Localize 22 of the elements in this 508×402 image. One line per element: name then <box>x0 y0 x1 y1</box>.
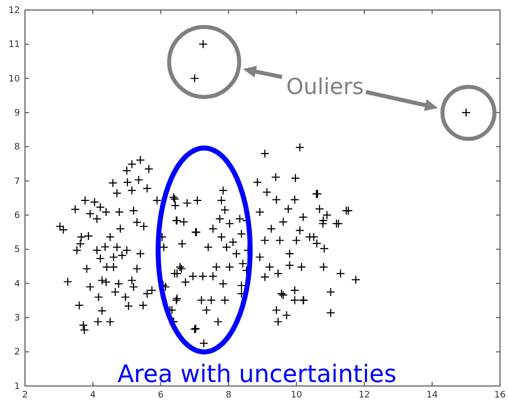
annotation: Area with uncertainties <box>118 360 396 388</box>
x-tick-label: 6 <box>158 390 164 400</box>
y-tick-label: 8 <box>14 142 20 153</box>
x-tick-label: 2 <box>22 390 28 400</box>
y-tick-label: 1 <box>14 382 20 392</box>
y-tick-label: 3 <box>14 314 20 324</box>
x-tick-label: 8 <box>226 390 232 400</box>
x-tick-label: 10 <box>290 390 302 400</box>
y-tick-label: 4 <box>14 279 20 290</box>
annotation: Ouliers <box>286 75 364 100</box>
x-tick-label: 12 <box>358 390 370 400</box>
x-tick-label: 14 <box>426 390 438 400</box>
y-tick-label: 10 <box>8 74 20 84</box>
y-tick-label: 11 <box>8 40 20 50</box>
y-tick-label: 5 <box>14 245 20 256</box>
x-tick-label: 4 <box>90 390 96 400</box>
y-tick-label: 12 <box>8 6 20 16</box>
y-tick-label: 6 <box>14 210 20 221</box>
y-tick-label: 2 <box>14 348 20 358</box>
x-tick-label: 16 <box>494 390 506 400</box>
y-tick-label: 7 <box>14 176 20 187</box>
y-tick-label: 9 <box>14 108 20 118</box>
